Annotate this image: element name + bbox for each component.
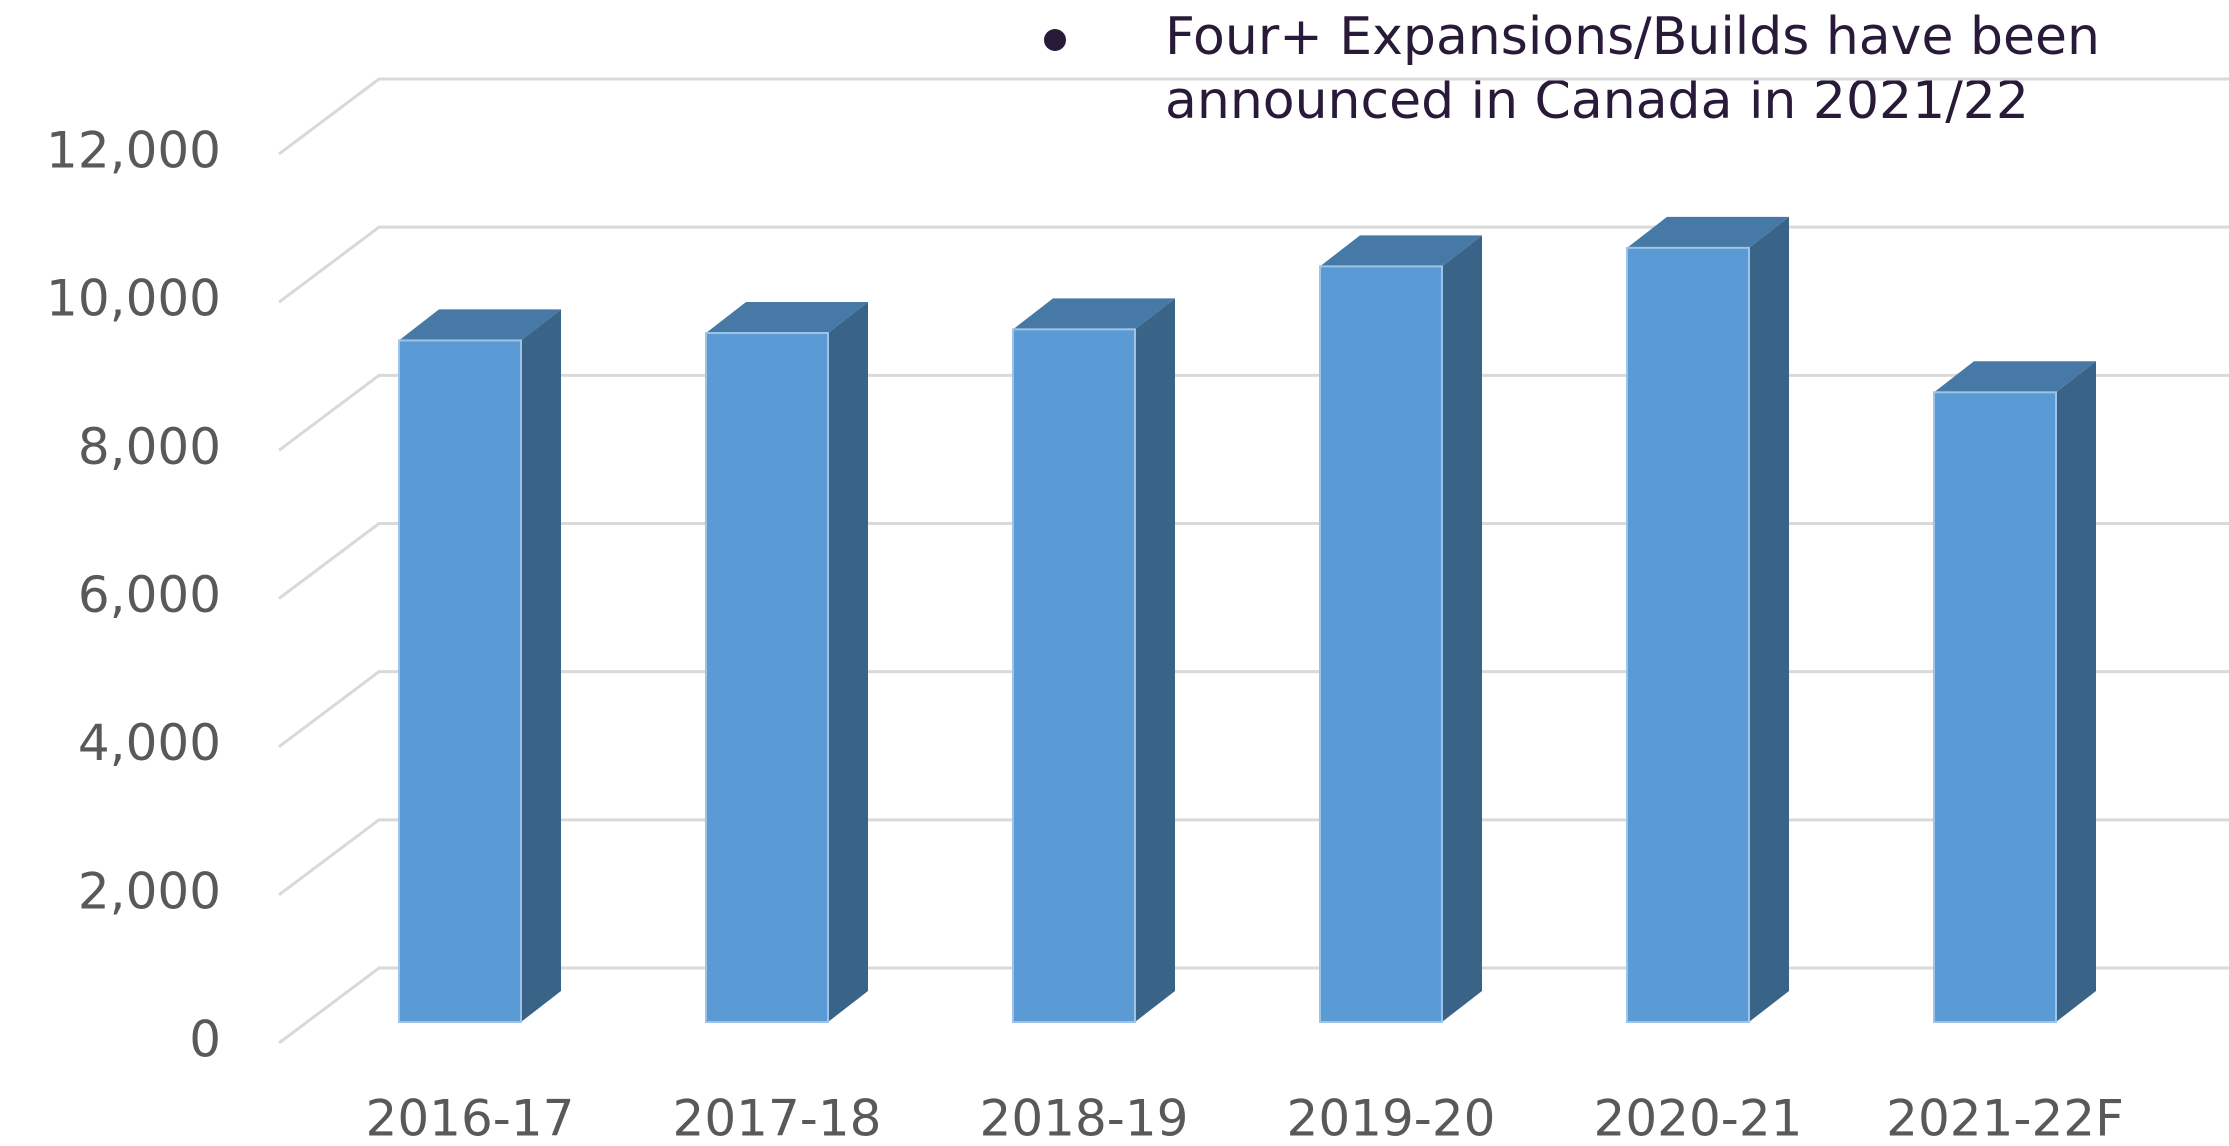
grid-line [278,670,2229,748]
grid-line [278,818,2229,897]
bar-front [1012,328,1136,1023]
y-tick-label: 12,000 [46,122,221,180]
y-tick-label: 8,000 [78,418,221,476]
bar [1319,235,1482,1024]
bar-top [1934,361,2096,393]
bar-top [706,302,868,334]
bar-side [828,302,868,1022]
grid-line [278,522,2229,600]
bar-top [1013,298,1175,330]
x-tick-label: 2019-20 [1287,1090,1496,1146]
grid-line [278,966,2229,1045]
x-tick-label: 2020-21 [1594,1090,1803,1146]
grid-line [278,225,2229,304]
bullet [1044,29,1066,51]
x-tick-label: 2017-18 [673,1090,882,1146]
bar-front [1933,391,2057,1023]
grid-line [278,77,2229,156]
bar-front [398,339,522,1023]
x-tick-label: 2021-22F [1886,1090,2124,1146]
y-tick-label: 4,000 [78,714,221,772]
y-tick-label: 6,000 [78,566,221,624]
bar [398,309,561,1023]
bar-front [705,332,829,1023]
annotation-line: Four+ Expansions/Builds have been [1165,7,2100,67]
bar-front [1319,265,1443,1024]
bar-side [1442,235,1482,1023]
y-tick-label: 10,000 [46,270,221,328]
bar [705,302,868,1023]
bar-side [1749,216,1789,1022]
annotation-line: announced in Canada in 2021/22 [1165,71,2029,131]
x-tick-label: 2016-17 [366,1090,575,1146]
bar-front [1626,246,1750,1023]
bar-side [1135,298,1175,1023]
bar-top [1320,235,1482,267]
bar [1933,361,2096,1023]
bar-side [521,309,561,1022]
x-tick-label: 2018-19 [980,1090,1189,1146]
grid-line [278,373,2229,452]
bar [1012,298,1175,1023]
bar-side [2056,361,2096,1023]
y-tick-label: 2,000 [78,862,221,920]
bar [1626,216,1789,1023]
y-tick-label: 0 [189,1011,221,1069]
bar-top [1627,216,1789,248]
bar-top [399,309,561,341]
